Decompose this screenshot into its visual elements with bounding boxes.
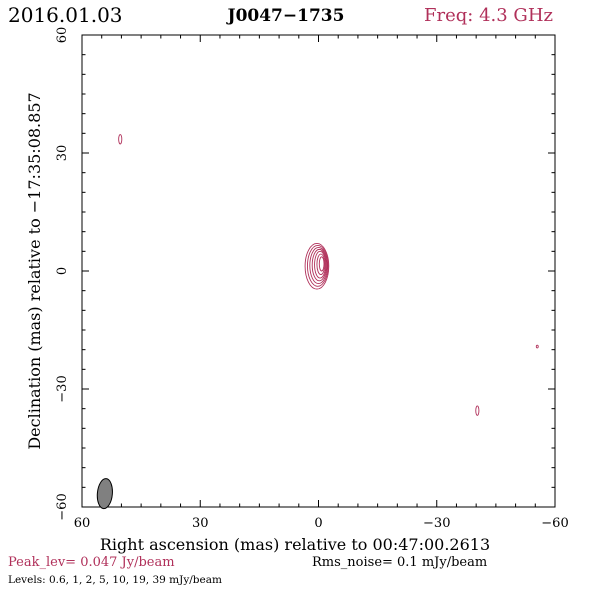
contour-layer <box>118 134 539 416</box>
axis-tick-labels: 60 30 0 −30 −60 −60 −30 0 30 60 <box>55 27 569 531</box>
y-tick-label: 0 <box>55 267 70 275</box>
x-tick-label: 30 <box>192 516 209 531</box>
x-tick-label: 0 <box>314 516 322 531</box>
contour-feature-c <box>535 344 539 349</box>
contour-line <box>304 243 330 290</box>
rms-noise: Rms_noise= 0.1 mJy/beam <box>312 555 487 570</box>
contour-line <box>535 344 539 349</box>
contour-feature-b <box>475 405 480 416</box>
beam-layer <box>96 478 113 510</box>
contour-line <box>118 134 123 145</box>
source-name: J0047−1735 <box>226 6 345 26</box>
plot-frame <box>81 34 556 508</box>
contour-levels: Levels: 0.6, 1, 2, 5, 10, 19, 39 mJy/bea… <box>8 574 222 586</box>
contour-line <box>316 253 326 275</box>
contour-line <box>307 244 329 287</box>
y-axis-label: Declination (mas) relative to −17:35:08.… <box>25 92 44 449</box>
contour-line <box>309 246 328 285</box>
y-tick-label: −60 <box>55 493 70 520</box>
x-tick-label: −30 <box>423 516 450 531</box>
y-tick-label: −30 <box>55 375 70 402</box>
x-axis-label: Right ascension (mas) relative to 00:47:… <box>100 535 490 554</box>
beam-ellipse <box>96 478 113 510</box>
y-tick-label: 30 <box>55 145 70 162</box>
frequency-label: Freq: 4.3 GHz <box>424 5 553 26</box>
x-tick-label: 60 <box>74 516 91 531</box>
y-tick-label: 60 <box>55 27 70 44</box>
axis-ticks <box>81 34 556 508</box>
contour-line <box>311 248 327 282</box>
peak-level: Peak_lev= 0.047 Jy/beam <box>8 555 175 570</box>
contour-line <box>314 250 327 279</box>
observation-date: 2016.01.03 <box>8 3 123 27</box>
contour-feature-a <box>118 134 123 145</box>
x-tick-label: −60 <box>541 516 568 531</box>
contour-line <box>318 256 325 272</box>
contour-line <box>475 405 480 416</box>
contour-core <box>304 243 330 290</box>
